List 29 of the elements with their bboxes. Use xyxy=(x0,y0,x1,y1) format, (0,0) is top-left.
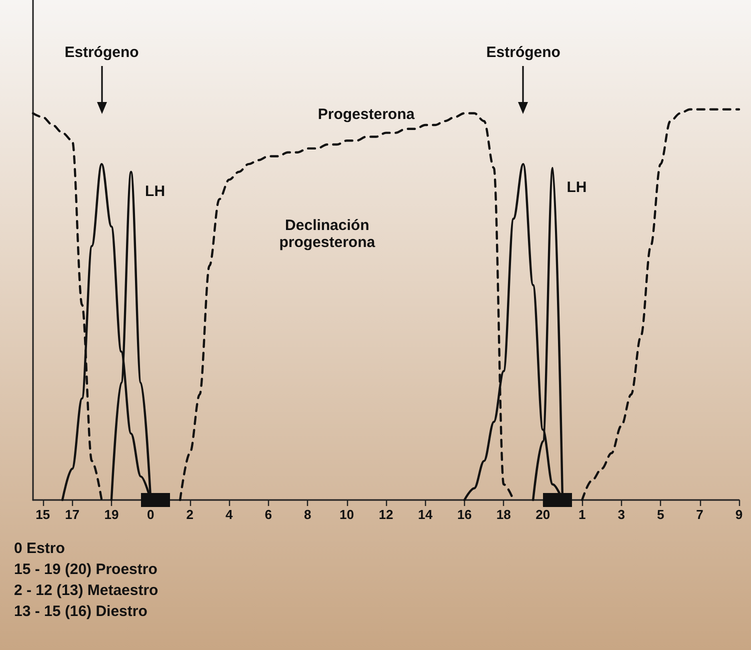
x-tick-label: 5 xyxy=(656,507,664,522)
x-tick-label: 2 xyxy=(186,507,194,522)
text: Estrógeno xyxy=(486,44,560,61)
x-tick-label: 18 xyxy=(496,507,511,522)
x-tick-label: 3 xyxy=(618,507,625,522)
text: 13 - 15 (16) Diestro xyxy=(14,602,148,622)
x-tick-label: 20 xyxy=(536,507,550,522)
text: 15 - 19 (20) Proestro xyxy=(14,560,158,580)
x-tick-label: 12 xyxy=(378,507,394,522)
x-tick-label: 19 xyxy=(104,507,119,522)
x-tick-label: 16 xyxy=(457,507,472,522)
x-tick-label: 6 xyxy=(264,507,272,522)
annotation: Declinación progesterona xyxy=(278,217,376,252)
series-label: LH xyxy=(566,179,587,196)
x-tick-label: 14 xyxy=(418,507,434,522)
x-tick-label: 0 xyxy=(147,507,154,522)
x-tick-label: 4 xyxy=(225,507,234,522)
series-label: Progesterona xyxy=(318,106,415,124)
x-tick-label: 9 xyxy=(735,507,743,522)
x-tick-label: 10 xyxy=(340,507,354,522)
x-tick-label: 8 xyxy=(304,507,312,522)
x-tick-label: 1 xyxy=(578,507,586,522)
series-label: LH xyxy=(145,183,166,200)
x-tick-label: 17 xyxy=(64,507,80,522)
x-tick-label: 15 xyxy=(36,507,50,522)
x-tick-label: 7 xyxy=(696,507,704,522)
text: 2 - 12 (13) Metaestro xyxy=(14,581,158,601)
text: Estrógeno xyxy=(64,44,139,61)
text: 0 Estro xyxy=(14,539,66,559)
